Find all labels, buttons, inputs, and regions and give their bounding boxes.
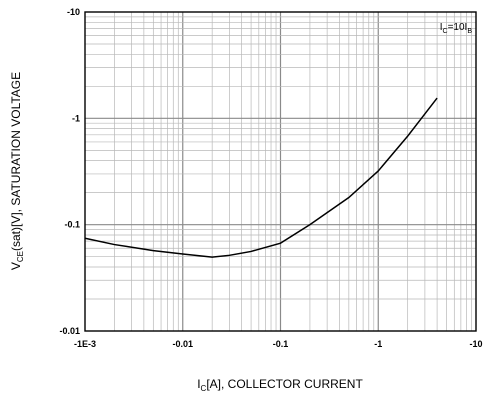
- y-tick-label: -0.1: [64, 220, 80, 230]
- x-tick-labels: -1E-3 -0.01 -0.1 -1 -10: [74, 339, 483, 349]
- y-tick-label: -1: [72, 113, 80, 123]
- y-tick-labels: -10 -1 -0.1 -0.01: [59, 7, 80, 336]
- plot-frame: [84, 11, 477, 332]
- saturation-voltage-line: [84, 97, 438, 258]
- x-tick-label: -0.01: [172, 339, 193, 349]
- y-tick-label: -0.01: [59, 326, 80, 336]
- grid: [85, 12, 476, 331]
- x-tick-label: -10: [469, 339, 482, 349]
- y-tick-label: -10: [67, 7, 80, 17]
- x-axis-label: IC[A], COLLECTOR CURRENT: [197, 377, 363, 393]
- x-tick-label: -1E-3: [74, 339, 96, 349]
- y-axis-label: VCE(sat)[V], SATURATION VOLTAGE: [9, 72, 25, 270]
- x-tick-label: -1: [374, 339, 382, 349]
- x-tick-label: -0.1: [273, 339, 289, 349]
- annotation-ic-10ib: IC=10IB: [440, 22, 473, 35]
